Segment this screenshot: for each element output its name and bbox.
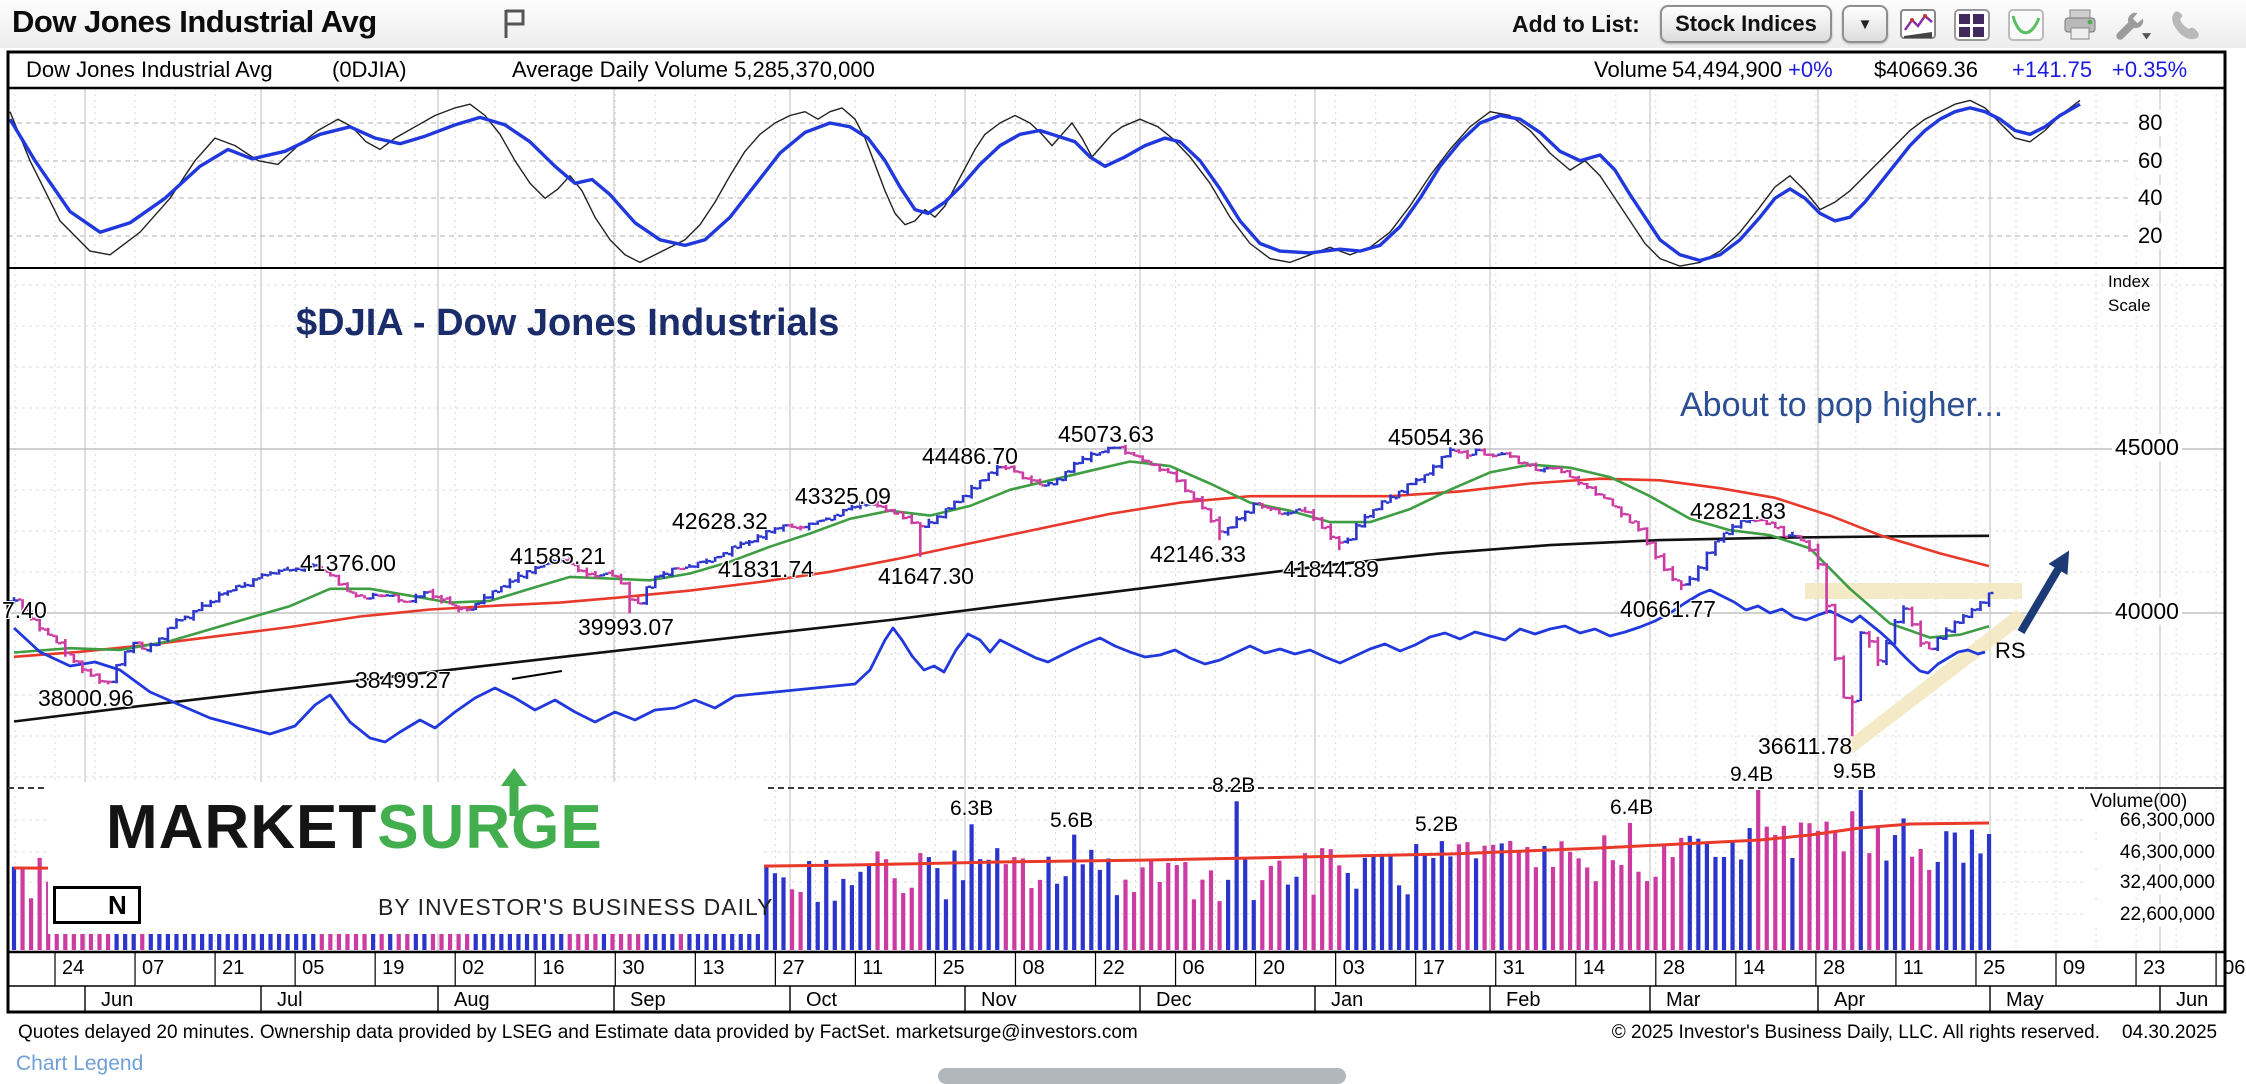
- volume-label: Volume: [1594, 57, 1668, 82]
- page-title: Dow Jones Industrial Avg: [12, 4, 377, 39]
- volume-change: +0%: [1788, 57, 1833, 82]
- resistance-band: [1805, 583, 2022, 599]
- support-trendline-band: [1838, 610, 2030, 754]
- horizontal-scrollbar-thumb[interactable]: [938, 1068, 1346, 1084]
- add-to-list-label: Add to List:: [1512, 11, 1640, 37]
- grid-icon[interactable]: [1952, 7, 1992, 43]
- phone-icon[interactable]: [2166, 7, 2206, 43]
- price-change-pct: +0.35%: [2112, 57, 2188, 82]
- wrench-icon[interactable]: [2112, 7, 2152, 43]
- rs-line-label: RS: [1995, 638, 2026, 663]
- ma-21-line: [13, 460, 1990, 654]
- instrument-name: Dow Jones Industrial Avg: [26, 57, 273, 82]
- chart-annotation: About to pop higher...: [1680, 386, 2004, 424]
- footer-disclaimer: Quotes delayed 20 minutes. Ownership dat…: [18, 1022, 1138, 1043]
- oscillator-blue-line: [8, 102, 2081, 263]
- volume-axis-label: Volume(00): [2090, 791, 2188, 812]
- price-value: $40669.36: [1874, 57, 1978, 82]
- index-scale-label: Index Scale: [2108, 272, 2151, 315]
- list-dropdown-button[interactable]: ▼: [1842, 5, 1888, 43]
- logo-text: MARKETSURGE: [106, 793, 603, 862]
- logo-tagline: BY INVESTOR'S BUSINESS DAILY: [378, 894, 774, 920]
- stock-indices-button[interactable]: Stock Indices: [1660, 5, 1832, 43]
- avg-daily-volume: Average Daily Volume 5,285,370,000: [512, 57, 875, 82]
- footer-date: 04.30.2025: [2122, 1022, 2218, 1043]
- breakout-arrow: [2017, 563, 2064, 635]
- logo-arrow-icon: [501, 768, 527, 816]
- marketsurge-logo: MARKETSURGE BY INVESTOR'S BUSINESS DAILY: [48, 768, 774, 934]
- chart-line-icon[interactable]: [1898, 7, 1938, 43]
- legend-n-box[interactable]: N: [53, 886, 141, 924]
- relative-strength-line: [13, 588, 1986, 744]
- oscillator-black-line: [9, 99, 2081, 267]
- flag-icon[interactable]: [500, 8, 530, 45]
- curve-icon[interactable]: [2006, 7, 2046, 43]
- ma-50-line: [13, 477, 1990, 659]
- volume-value: 54,494,900: [1672, 57, 1783, 82]
- price-change: +141.75: [2012, 57, 2093, 82]
- printer-icon[interactable]: [2060, 7, 2100, 43]
- price-bars: [9, 444, 1994, 737]
- footer-copyright: © 2025 Investor's Business Daily, LLC. A…: [1611, 1022, 2100, 1043]
- chart-title: $DJIA - Dow Jones Industrials: [296, 302, 840, 344]
- instrument-symbol: (0DJIA): [332, 57, 407, 82]
- ma-200-line: [13, 534, 1990, 723]
- chart-legend-link[interactable]: Chart Legend: [16, 1052, 144, 1075]
